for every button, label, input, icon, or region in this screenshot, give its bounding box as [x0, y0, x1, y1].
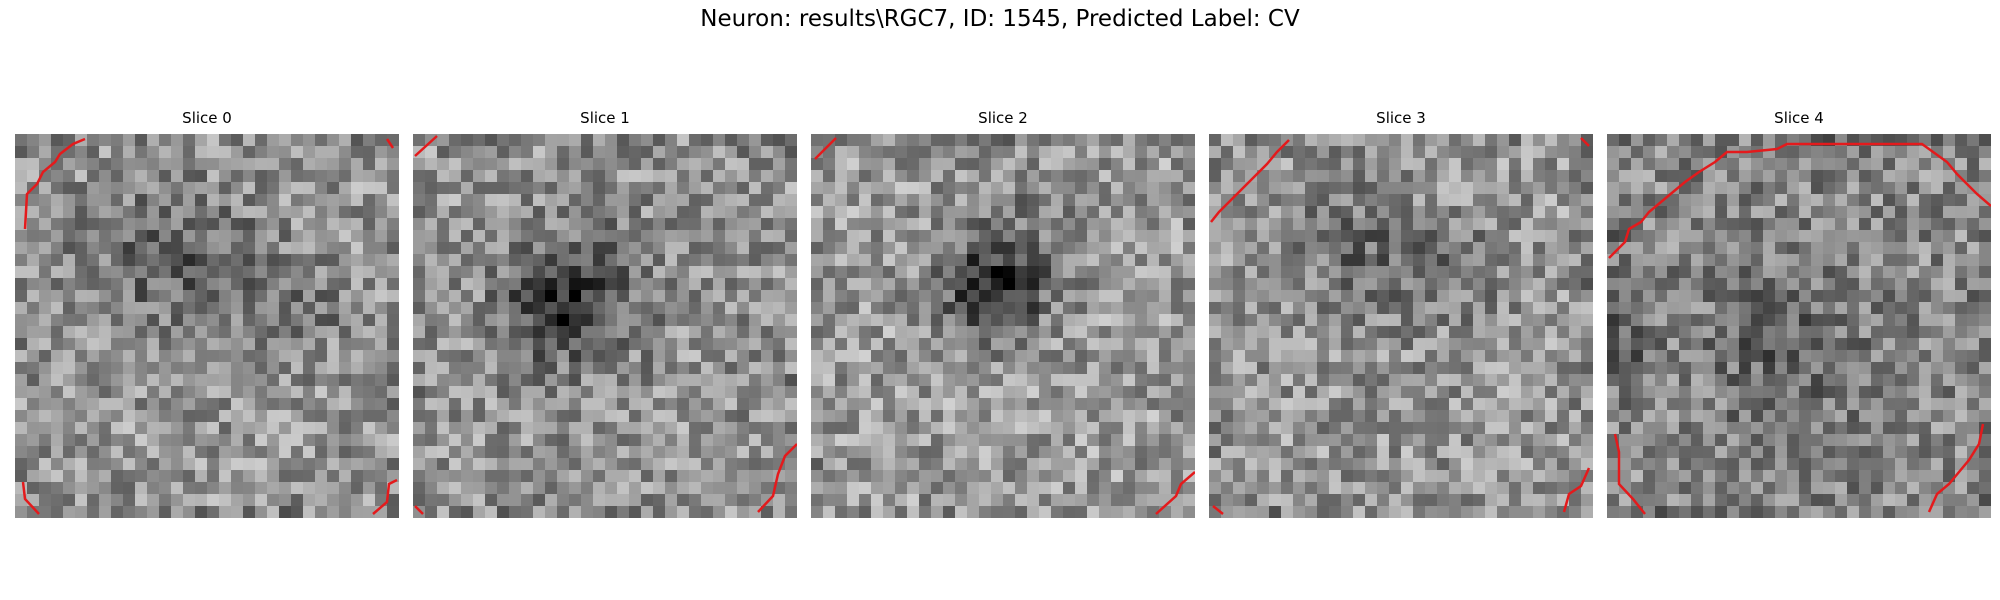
contour-line — [23, 137, 86, 230]
slice-image — [15, 134, 399, 518]
contour-line — [21, 481, 40, 515]
contour-line — [1580, 137, 1590, 147]
slice-panel-2: Slice 2 — [811, 108, 1195, 518]
contour-line — [757, 443, 797, 513]
contour-line — [385, 138, 395, 149]
contour-line — [1155, 471, 1195, 515]
contour-line — [1562, 467, 1591, 513]
contour-line — [1613, 433, 1646, 515]
slice-panel-1: Slice 1 — [413, 108, 797, 518]
slice-title: Slice 2 — [978, 109, 1028, 127]
slice-title: Slice 4 — [1774, 109, 1824, 127]
slice-title: Slice 3 — [1376, 109, 1426, 127]
figure-title: Neuron: results\RGC7, ID: 1545, Predicte… — [700, 6, 1300, 32]
slice-image — [413, 134, 797, 518]
contour-line — [1927, 423, 1985, 513]
contour-line — [1212, 505, 1224, 515]
slice-panel-3: Slice 3 — [1209, 108, 1593, 518]
slice-panel-0: Slice 0 — [15, 108, 399, 518]
contour-line — [814, 137, 837, 160]
contour-line — [414, 135, 438, 157]
slice-image — [1607, 134, 1991, 518]
contour-line — [1608, 142, 1991, 259]
slice-image — [811, 134, 1195, 518]
slice-title: Slice 1 — [580, 109, 630, 127]
contour-line — [372, 478, 398, 515]
slice-panel-4: Slice 4 — [1607, 108, 1991, 518]
contour-line — [414, 505, 424, 515]
contour-line — [1210, 139, 1290, 223]
slice-title: Slice 0 — [182, 109, 232, 127]
slice-image — [1209, 134, 1593, 518]
